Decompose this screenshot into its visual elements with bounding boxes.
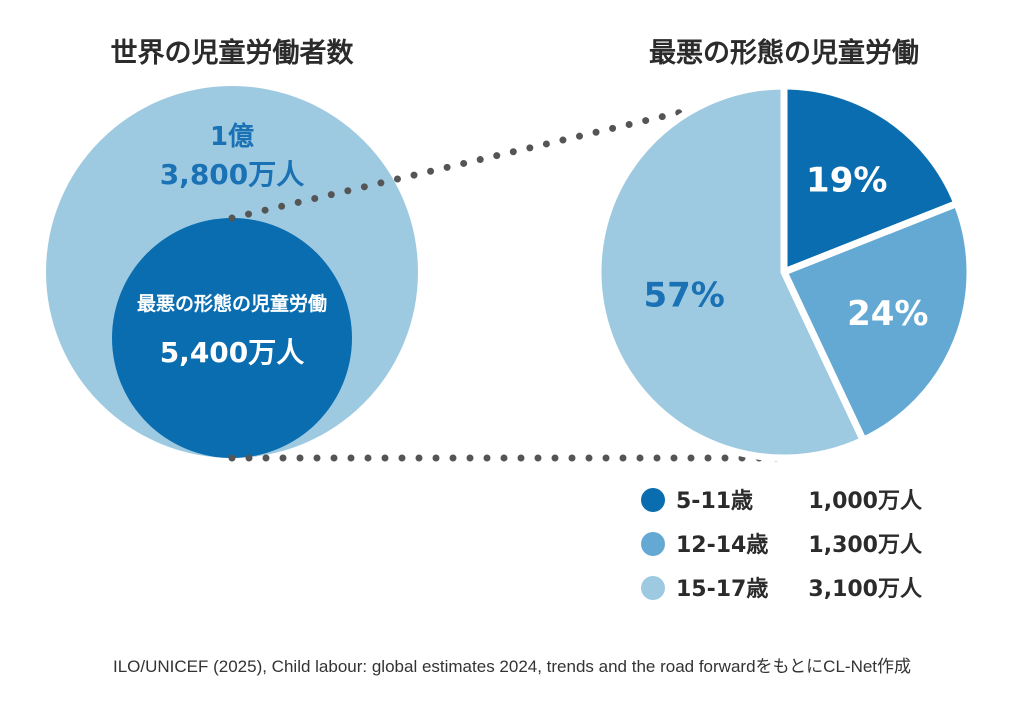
left-chart-title: 世界の児童労働者数 xyxy=(111,37,355,69)
inner-value: 5,400万人 xyxy=(160,336,305,369)
pie-slice-15-17歳 xyxy=(594,82,867,462)
legend-count-12-14歳: 1,300万人 xyxy=(808,533,922,558)
outer-value-line1: 1億 xyxy=(210,122,254,152)
legend-swatch-5-11歳 xyxy=(641,488,665,512)
legend-count-15-17歳: 3,100万人 xyxy=(808,577,922,602)
legend-label-12-14歳: 12-14歳 xyxy=(676,533,768,558)
pie-label-5-11歳: 19% xyxy=(806,161,887,201)
legend: 5-11歳 1,000万人 12-14歳 1,300万人 15-17歳 3,100万人 xyxy=(641,488,922,602)
legend-label-5-11歳: 5-11歳 xyxy=(676,489,753,514)
legend-swatch-12-14歳 xyxy=(641,532,665,556)
legend-label-15-17歳: 15-17歳 xyxy=(676,577,768,602)
legend-swatch-15-17歳 xyxy=(641,576,665,600)
pie-slice-12-14歳 xyxy=(780,200,974,444)
pie-chart: 19% 24% 57% xyxy=(594,82,974,462)
right-chart-title: 最悪の形態の児童労働 xyxy=(649,37,919,69)
inner-label: 最悪の形態の児童労働 xyxy=(137,292,327,315)
source-note: ILO/UNICEF (2025), Child labour: global … xyxy=(112,657,912,676)
pie-slice-5-11歳 xyxy=(780,82,961,276)
pie-label-12-14歳: 24% xyxy=(847,294,928,334)
inner-circle-worst-forms xyxy=(112,218,352,458)
legend-count-5-11歳: 1,000万人 xyxy=(808,489,922,514)
outer-value-line2: 3,800万人 xyxy=(160,158,305,191)
pie-label-15-17歳: 57% xyxy=(643,275,724,315)
